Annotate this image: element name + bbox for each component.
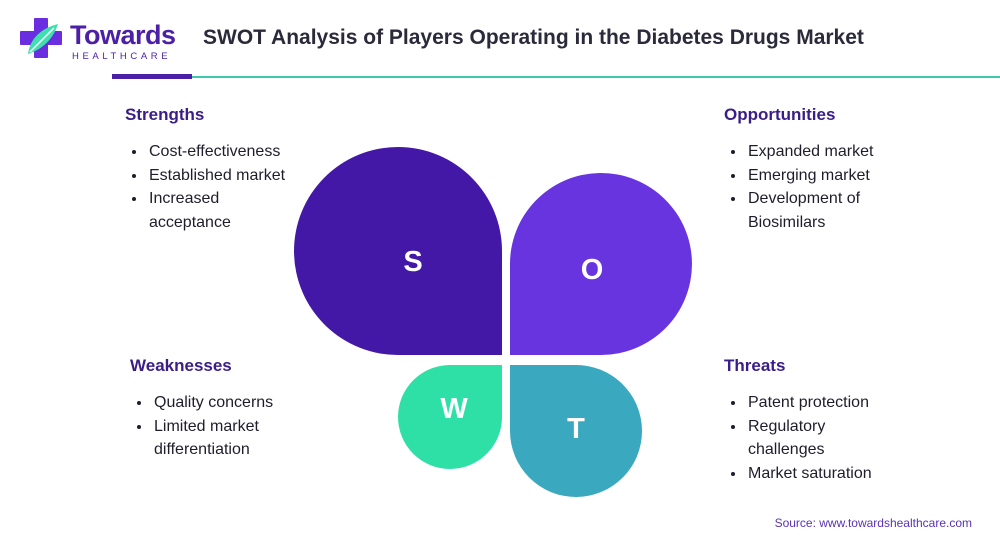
brand-logo: Towards HEALTHCARE [20, 14, 180, 64]
title-divider [192, 75, 1000, 78]
threats-petal [510, 364, 642, 497]
list-item: Established market [147, 164, 315, 188]
opportunities-heading: Opportunities [724, 105, 836, 124]
strengths-heading: Strengths [125, 105, 205, 124]
opportunities-petal [509, 172, 692, 355]
weaknesses-petal [398, 364, 503, 469]
threats-list: Patent protection Regulatory challenges … [724, 391, 924, 485]
strengths-list: Cost-effectiveness Established market In… [125, 140, 315, 234]
weaknesses-letter: W [440, 393, 468, 425]
opportunities-letter: O [581, 254, 604, 286]
list-item: Quality concerns [152, 391, 320, 415]
strengths-letter: S [403, 246, 422, 278]
weaknesses-heading: Weaknesses [130, 356, 232, 375]
opportunities-section: Opportunities Expanded market Emerging m… [724, 105, 904, 234]
strengths-section: Strengths Cost-effectiveness Established… [125, 105, 315, 234]
title-underline-accent [112, 74, 192, 79]
strengths-petal [294, 147, 503, 356]
weaknesses-section: Weaknesses Quality concerns Limited mark… [130, 356, 320, 462]
threats-letter: T [567, 413, 585, 445]
list-item: Patent protection [746, 391, 924, 415]
list-item: Development of Biosimilars [746, 187, 888, 234]
threats-section: Threats Patent protection Regulatory cha… [724, 356, 924, 485]
list-item: Expanded market [746, 140, 904, 164]
opportunities-list: Expanded market Emerging market Developm… [724, 140, 904, 234]
list-item: Limited market differentiation [152, 415, 279, 462]
list-item: Regulatory challenges [746, 415, 848, 462]
list-item: Cost-effectiveness [147, 140, 315, 164]
brand-tagline: HEALTHCARE [72, 51, 172, 62]
page-title: SWOT Analysis of Players Operating in th… [203, 26, 864, 49]
brand-name: Towards [70, 20, 176, 50]
logo-icon [20, 18, 62, 58]
threats-heading: Threats [724, 356, 786, 375]
list-item: Increased acceptance [147, 187, 259, 234]
source-note: Source: www.towardshealthcare.com [774, 516, 972, 530]
list-item: Market saturation [746, 462, 924, 486]
weaknesses-list: Quality concerns Limited market differen… [130, 391, 320, 462]
list-item: Emerging market [746, 164, 904, 188]
